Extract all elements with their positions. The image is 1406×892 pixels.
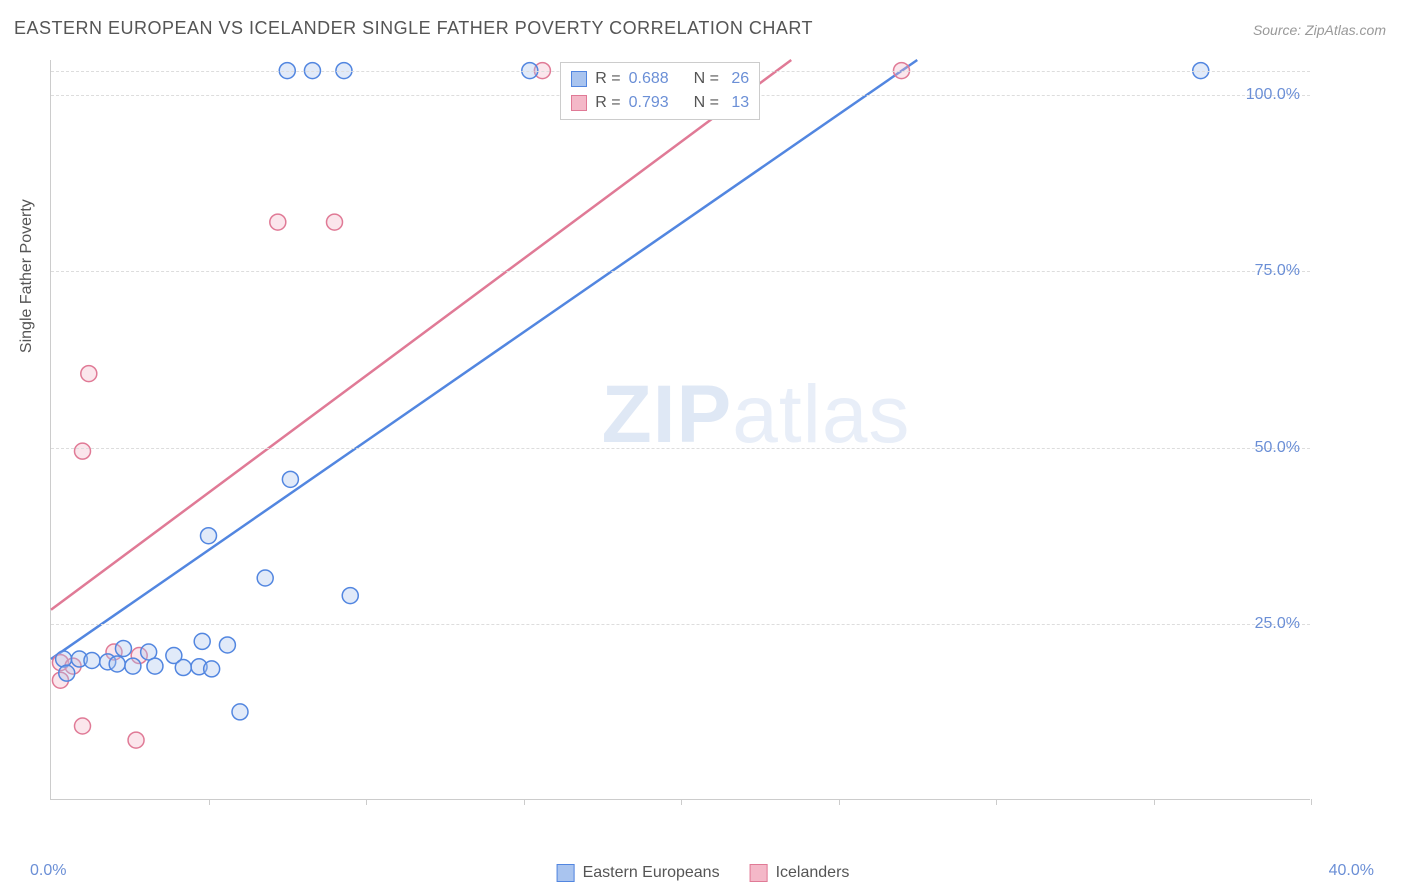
point-b	[128, 732, 144, 748]
point-b	[75, 443, 91, 459]
stats-r-label: R =	[595, 67, 620, 91]
legend-item-a: Eastern Europeans	[557, 864, 720, 882]
stats-swatch-b	[571, 95, 587, 111]
x-axis-min-label: 0.0%	[30, 862, 66, 880]
chart-title: EASTERN EUROPEAN VS ICELANDER SINGLE FAT…	[14, 18, 813, 39]
point-a	[147, 658, 163, 674]
legend-swatch-a	[557, 864, 575, 882]
y-tick-label: 100.0%	[1246, 86, 1300, 104]
x-tick-mark	[209, 799, 210, 805]
scatter-svg	[51, 60, 1311, 800]
stats-b-n: 13	[727, 91, 749, 115]
chart-container: EASTERN EUROPEAN VS ICELANDER SINGLE FAT…	[0, 0, 1406, 892]
x-tick-mark	[366, 799, 367, 805]
gridline	[51, 448, 1310, 449]
point-a	[282, 471, 298, 487]
gridline	[51, 271, 1310, 272]
x-tick-mark	[1311, 799, 1312, 805]
y-tick-label: 50.0%	[1255, 439, 1300, 457]
point-a	[342, 588, 358, 604]
legend-label-b: Icelanders	[776, 864, 850, 882]
point-b	[75, 718, 91, 734]
stats-a-n: 26	[727, 67, 749, 91]
legend-item-b: Icelanders	[750, 864, 850, 882]
point-a	[115, 640, 131, 656]
point-a	[257, 570, 273, 586]
point-a	[204, 661, 220, 677]
y-axis-label: Single Father Poverty	[18, 199, 36, 353]
point-a	[84, 652, 100, 668]
point-a	[219, 637, 235, 653]
point-b	[270, 214, 286, 230]
point-b	[327, 214, 343, 230]
x-tick-mark	[839, 799, 840, 805]
plot-area: ZIPatlas 25.0%50.0%75.0%100.0%	[50, 60, 1310, 800]
stats-r-label: R =	[595, 91, 620, 115]
stats-row-b: R = 0.793 N = 13	[571, 91, 749, 115]
y-tick-label: 75.0%	[1255, 262, 1300, 280]
point-a	[109, 656, 125, 672]
stats-n-label: N =	[694, 91, 719, 115]
legend-swatch-b	[750, 864, 768, 882]
point-a	[59, 665, 75, 681]
point-a	[194, 633, 210, 649]
point-a	[56, 651, 72, 667]
source-attribution: Source: ZipAtlas.com	[1253, 22, 1386, 38]
x-tick-mark	[1154, 799, 1155, 805]
point-a	[201, 528, 217, 544]
x-axis-max-label: 40.0%	[1329, 862, 1374, 880]
stats-swatch-a	[571, 71, 587, 87]
trendline-a	[51, 60, 917, 659]
trendline-b	[51, 60, 791, 610]
x-tick-mark	[681, 799, 682, 805]
y-tick-label: 25.0%	[1255, 615, 1300, 633]
stats-n-label: N =	[694, 67, 719, 91]
point-b	[81, 366, 97, 382]
stats-b-r: 0.793	[629, 91, 669, 115]
x-tick-mark	[524, 799, 525, 805]
legend: Eastern Europeans Icelanders	[557, 864, 850, 882]
point-a	[175, 660, 191, 676]
point-a	[232, 704, 248, 720]
legend-label-a: Eastern Europeans	[583, 864, 720, 882]
stats-a-r: 0.688	[629, 67, 669, 91]
gridline	[51, 624, 1310, 625]
x-tick-mark	[996, 799, 997, 805]
point-a	[125, 658, 141, 674]
stats-row-a: R = 0.688 N = 26	[571, 67, 749, 91]
stats-box: R = 0.688 N = 26 R = 0.793 N = 13	[560, 62, 760, 120]
